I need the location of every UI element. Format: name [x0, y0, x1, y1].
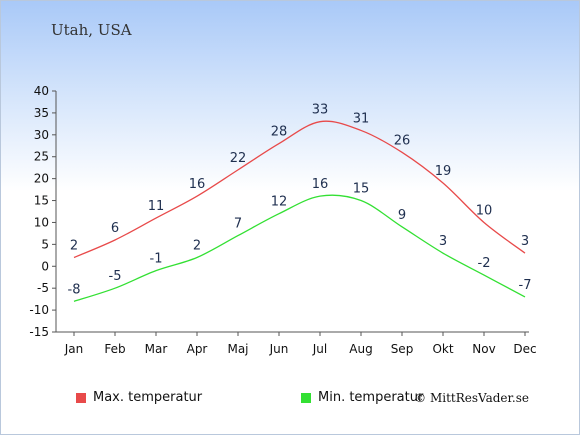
max-data-label: 6	[111, 221, 119, 236]
max-data-label: 31	[353, 111, 370, 126]
y-tick-label: 30	[34, 128, 49, 142]
y-tick-label: 35	[34, 106, 49, 120]
y-tick-label: 0	[41, 259, 49, 273]
max-data-label: 16	[189, 177, 206, 192]
x-tick-label: Jul	[312, 342, 327, 356]
credit-text: © MittResVader.se	[414, 391, 529, 405]
min-data-label: 12	[271, 195, 288, 210]
y-tick-label: 40	[34, 84, 49, 98]
y-tick-label: -15	[29, 325, 49, 339]
legend-min-swatch	[301, 392, 311, 403]
min-data-label: -8	[68, 282, 81, 297]
x-tick-label: Maj	[227, 342, 248, 356]
max-data-label: 22	[230, 151, 247, 166]
legend-max-label: Max. temperatur	[93, 390, 203, 405]
y-tick-label: 10	[34, 215, 49, 229]
legend-max-swatch	[76, 392, 86, 403]
y-tick-label: 5	[41, 237, 49, 251]
max-data-label: 19	[435, 164, 452, 179]
chart-title: Utah, USA	[51, 21, 132, 39]
x-tick-label: Okt	[432, 342, 453, 356]
min-data-label: 7	[234, 217, 242, 232]
y-tick-label: 15	[34, 194, 49, 208]
y-tick-label: 20	[34, 172, 49, 186]
min-data-label: 15	[353, 182, 370, 197]
min-data-label: -1	[150, 252, 163, 267]
y-tick-label: 25	[34, 150, 49, 164]
x-tick-label: Nov	[472, 342, 495, 356]
y-tick-label: -10	[29, 303, 49, 317]
min-temperature-line	[73, 194, 526, 302]
min-data-label: 3	[439, 234, 447, 249]
max-data-label: 28	[271, 125, 288, 140]
x-tick-label: Aug	[349, 342, 372, 356]
max-data-label: 11	[148, 199, 165, 214]
x-tick-label: Jan	[64, 342, 84, 356]
min-data-label: 2	[193, 239, 201, 254]
x-tick-label: Jun	[269, 342, 289, 356]
x-tick-label: Sep	[391, 342, 414, 356]
min-data-label: 16	[312, 177, 329, 192]
max-data-label: 26	[394, 133, 411, 148]
max-data-label: 2	[70, 239, 78, 254]
axes: -15 -10 -5 0 5 10 15 20 25 30 35 40 Jan Feb Mar Apr Maj J…	[29, 84, 536, 356]
legend-min-label: Min. temperatur	[318, 390, 424, 405]
min-data-label: -7	[519, 278, 532, 293]
y-tick-label: -5	[37, 281, 49, 295]
x-tick-label: Mar	[145, 342, 168, 356]
series-lines	[73, 120, 526, 302]
max-data-label: 3	[521, 234, 529, 249]
min-data-label: -2	[478, 256, 491, 271]
x-tick-label: Dec	[513, 342, 536, 356]
min-data-label: -5	[109, 269, 122, 284]
x-tick-label: Feb	[104, 342, 125, 356]
max-data-label: 10	[476, 203, 493, 218]
x-tick-label: Apr	[187, 342, 208, 356]
max-temperature-line	[73, 120, 526, 259]
legend-max: Max. temperatur	[76, 390, 202, 405]
max-data-label: 33	[312, 103, 329, 118]
legend-min: Min. temperatur	[301, 390, 423, 405]
min-data-label: 9	[398, 208, 406, 223]
